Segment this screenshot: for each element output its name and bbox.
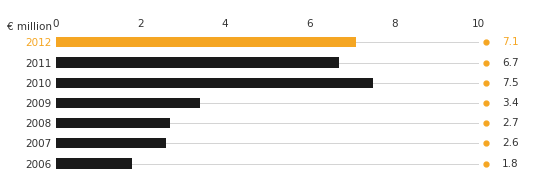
Bar — [56, 78, 373, 88]
Bar — [56, 118, 170, 128]
Text: 6.7: 6.7 — [502, 57, 519, 67]
Text: 3.4: 3.4 — [502, 98, 519, 108]
Text: 2.7: 2.7 — [502, 118, 519, 128]
Text: 7.1: 7.1 — [502, 37, 519, 47]
Text: € million: € million — [7, 22, 52, 32]
Text: 7.5: 7.5 — [502, 78, 519, 88]
Bar — [56, 57, 339, 68]
Bar — [56, 37, 356, 47]
Text: 1.8: 1.8 — [502, 159, 519, 169]
Bar — [56, 158, 132, 169]
Text: 2.6: 2.6 — [502, 138, 519, 148]
Bar — [56, 138, 166, 148]
Bar — [56, 98, 200, 108]
